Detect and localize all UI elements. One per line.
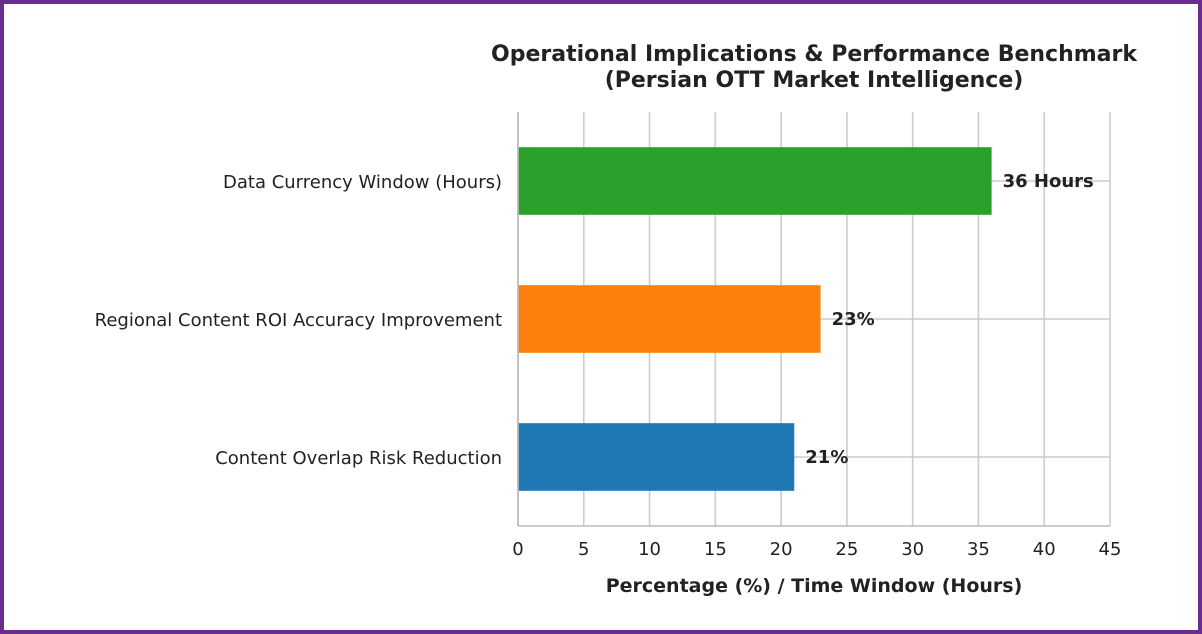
bar <box>518 147 992 215</box>
x-axis-label: Percentage (%) / Time Window (Hours) <box>606 575 1023 597</box>
category-label: Data Currency Window (Hours) <box>223 172 502 193</box>
x-tick-label: 20 <box>770 539 793 560</box>
data-labels: 36 Hours 23% 21% <box>805 171 1093 468</box>
x-tick-label: 10 <box>638 539 661 560</box>
bars <box>518 147 992 491</box>
x-tick-label: 25 <box>835 539 858 560</box>
x-tick-label: 5 <box>578 539 589 560</box>
data-label: 36 Hours <box>1003 171 1094 192</box>
x-tick-label: 40 <box>1033 539 1056 560</box>
x-tick-label: 15 <box>704 539 727 560</box>
x-tick-label: 35 <box>967 539 990 560</box>
category-label: Regional Content ROI Accuracy Improvemen… <box>95 310 502 331</box>
bar-chart: Operational Implications & Performance B… <box>95 42 1139 597</box>
x-tick-labels: 0 5 10 15 20 25 30 35 40 45 <box>512 539 1121 560</box>
chart-subtitle: (Persian OTT Market Intelligence) <box>605 68 1024 93</box>
category-labels: Data Currency Window (Hours) Regional Con… <box>95 172 502 469</box>
chart-title: Operational Implications & Performance B… <box>491 42 1138 67</box>
category-label: Content Overlap Risk Reduction <box>215 448 502 469</box>
x-tick-label: 30 <box>901 539 924 560</box>
bar <box>518 423 795 491</box>
data-label: 23% <box>832 309 875 330</box>
data-label: 21% <box>805 447 848 468</box>
bar <box>518 285 821 353</box>
axes <box>517 112 1110 527</box>
x-tick-label: 45 <box>1099 539 1122 560</box>
x-tick-label: 0 <box>512 539 523 560</box>
